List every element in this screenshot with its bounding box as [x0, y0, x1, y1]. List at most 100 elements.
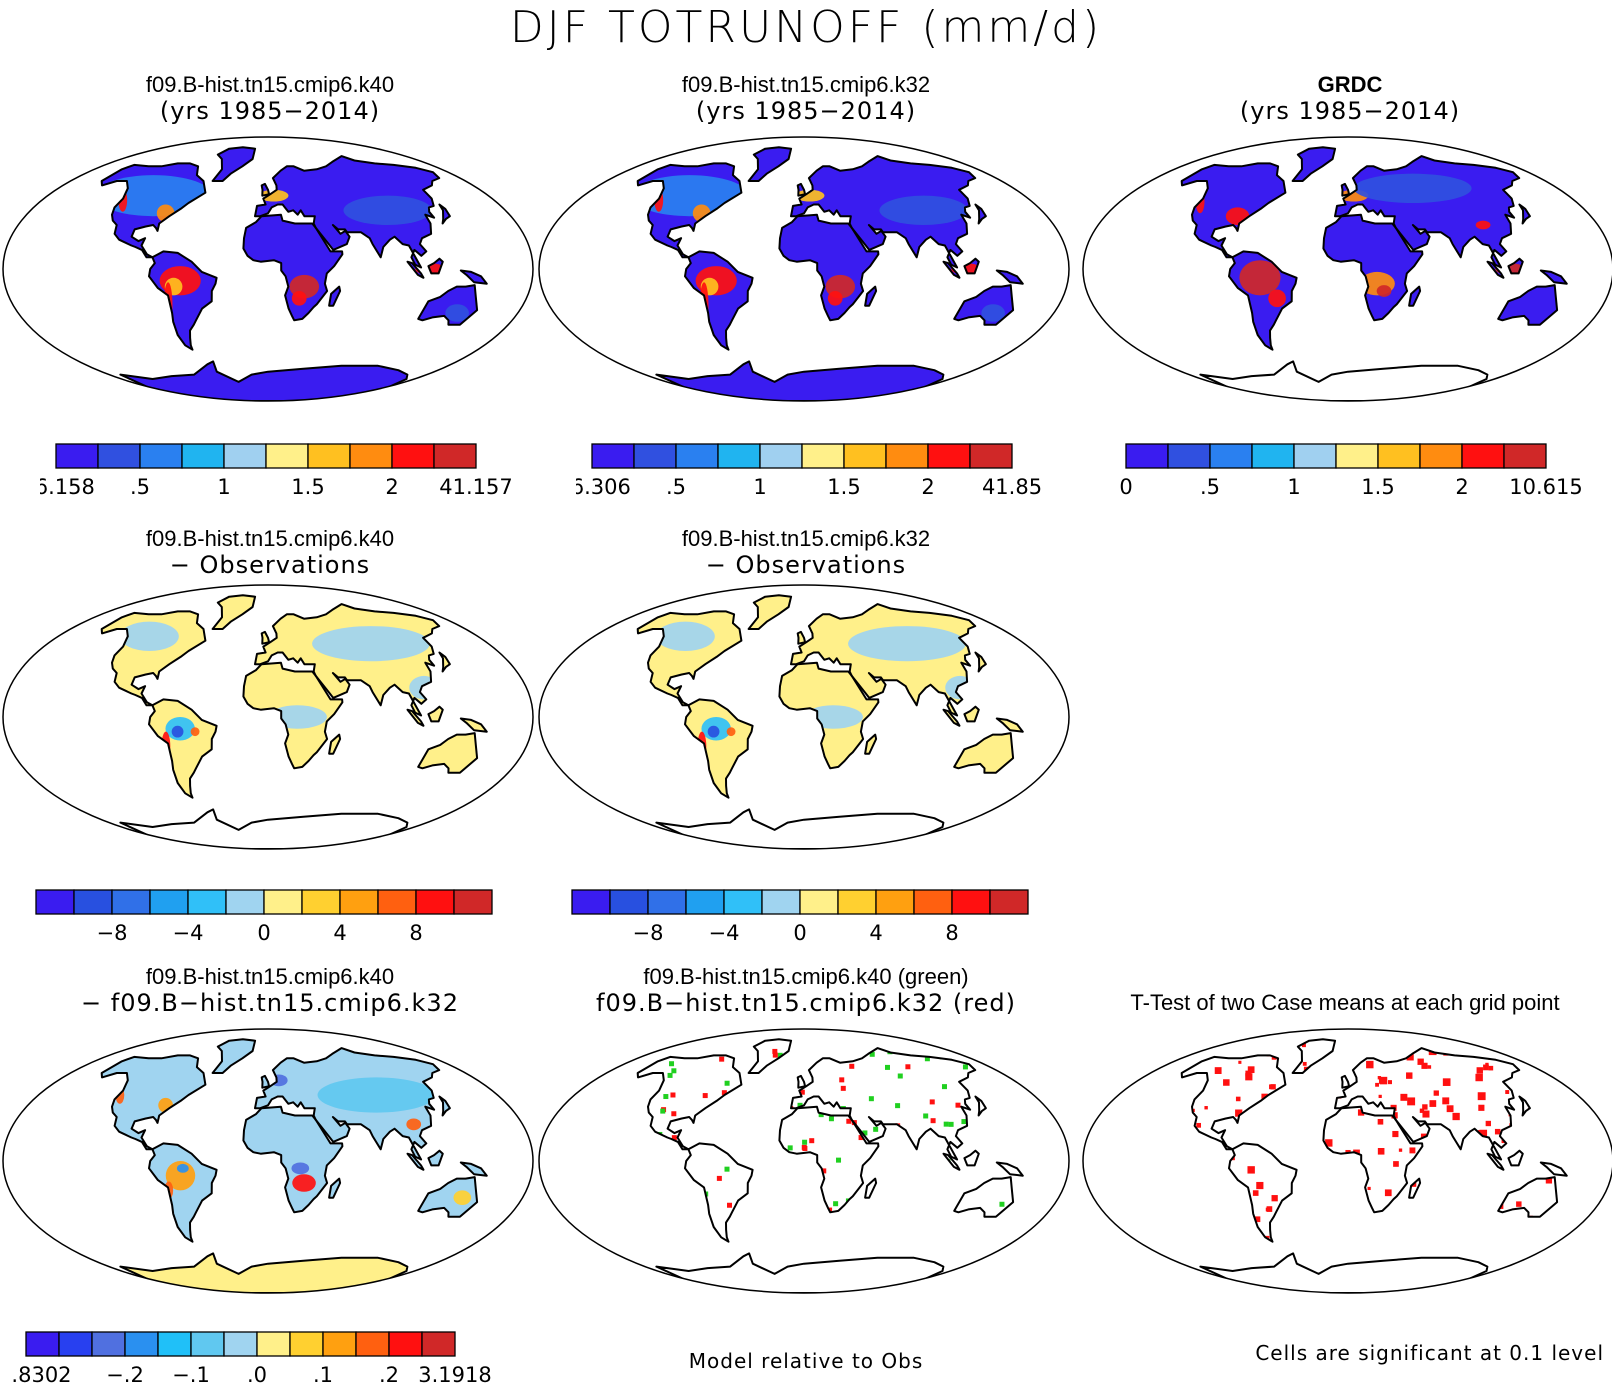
land-madagascar — [329, 286, 341, 306]
significant-cell — [1167, 1197, 1173, 1203]
colorbar-tick-label: .0 — [247, 1363, 267, 1387]
significant-cell — [1292, 1246, 1297, 1251]
colorbar-box — [149, 889, 189, 915]
land-japan — [1519, 1096, 1530, 1116]
significant-cell — [1502, 1279, 1506, 1283]
colorbar-tick-label: 41.85 — [982, 475, 1042, 499]
coastline-africa — [1322, 1105, 1424, 1214]
coastline-africa — [242, 1105, 344, 1214]
colorbar-box — [591, 443, 635, 469]
significant-cell — [1321, 1080, 1327, 1087]
significant-cell — [1158, 1039, 1161, 1042]
significant-cell — [891, 1214, 897, 1220]
significant-cell — [1243, 1236, 1251, 1242]
significant-cell — [1141, 1261, 1148, 1268]
significant-cell — [1245, 1073, 1253, 1081]
significant-cell — [1331, 1197, 1338, 1203]
land-uk — [261, 1075, 270, 1088]
significant-cell — [1205, 1239, 1210, 1242]
coastline-uk — [260, 182, 271, 197]
significant-cell — [889, 1158, 895, 1164]
land-japan — [439, 204, 450, 224]
significant-cell — [858, 1135, 864, 1141]
significant-cell — [1560, 1283, 1566, 1289]
colorbar-box — [58, 1331, 93, 1357]
significant-cell — [777, 1052, 783, 1058]
significant-cell — [671, 1135, 677, 1141]
significant-cell — [1438, 1290, 1445, 1296]
land-greenland — [212, 595, 256, 629]
significant-cell — [1136, 1053, 1144, 1061]
coastline-greenland — [211, 1038, 257, 1074]
land-japan — [439, 652, 450, 672]
significant-cell — [1452, 1112, 1460, 1121]
significant-cell — [1040, 1241, 1045, 1246]
significant-cell — [583, 1047, 588, 1052]
significant-cell — [1024, 1060, 1029, 1065]
field-patch — [445, 304, 469, 322]
significant-cell — [1516, 1201, 1522, 1207]
map-border — [1082, 1028, 1612, 1294]
coastline-uk — [1340, 1074, 1351, 1089]
significant-cell — [1594, 1155, 1600, 1161]
significant-cell — [611, 1072, 616, 1077]
colorbar-box — [571, 889, 611, 915]
significant-cell — [1608, 1228, 1612, 1233]
significant-cell — [1475, 1073, 1483, 1082]
colorbar-box — [55, 443, 99, 469]
panel-2-subtitle: (yrs 1985−2014) — [695, 97, 917, 125]
significant-cell — [543, 1229, 548, 1234]
significant-cell — [1247, 1129, 1255, 1137]
significant-cell — [597, 1155, 602, 1160]
coastline-japan — [438, 203, 451, 225]
colorbar-box — [969, 443, 1013, 469]
coastline-greenland — [211, 146, 257, 182]
colorbar-box — [307, 443, 351, 469]
significant-cell — [896, 1044, 902, 1050]
coastline-japan — [974, 651, 987, 673]
significant-cell — [1556, 1214, 1560, 1218]
coastline-madagascar — [328, 285, 342, 307]
land-samerica — [149, 251, 217, 350]
coastline-antarctica — [1199, 360, 1489, 401]
significant-cell — [1223, 1079, 1230, 1086]
significant-cell — [772, 1052, 778, 1058]
colorbar-box — [801, 443, 845, 469]
significant-cell — [899, 1219, 905, 1225]
significant-cell — [1325, 1139, 1333, 1147]
significant-cell — [1387, 1080, 1392, 1085]
colorbar-box — [97, 443, 141, 469]
significant-cell — [721, 1090, 727, 1096]
significant-cell — [1205, 1290, 1211, 1296]
field-patch — [317, 1077, 436, 1113]
colorbar-box — [1377, 443, 1421, 469]
colorbar-tick-label: 3.1918 — [418, 1363, 491, 1387]
colorbar-tick-label: .5 — [666, 475, 686, 499]
map-border — [538, 584, 1070, 850]
colorbar-box — [875, 889, 915, 915]
colorbar-tick-label: 41.157 — [439, 475, 512, 499]
significant-cell — [1502, 1039, 1509, 1043]
panel-7-subtitle: − f09.B−hist.tn15.cmip6.k32 — [81, 989, 459, 1017]
significant-cell — [1467, 1229, 1476, 1237]
significant-cell — [593, 1260, 598, 1265]
significant-cell — [541, 1083, 546, 1088]
significant-cell — [1146, 1187, 1154, 1195]
field-patch — [707, 725, 720, 738]
significant-cell — [1481, 1167, 1489, 1175]
coastline-samerica — [684, 1142, 754, 1243]
significant-cell — [800, 1042, 806, 1048]
field-patch — [827, 291, 843, 306]
land-eurasia — [791, 1048, 976, 1160]
coastline-australia — [953, 284, 1015, 326]
significant-cell — [1480, 1142, 1486, 1149]
significant-cell — [1261, 1102, 1267, 1108]
field-patch — [103, 1080, 192, 1110]
model-relative-note: Model relative to Obs — [688, 1349, 924, 1373]
land-australia — [954, 1177, 1014, 1217]
significant-cell — [1045, 1115, 1050, 1120]
significant-cell — [839, 1077, 845, 1083]
significant-cell — [1336, 1192, 1345, 1200]
coastline-australia — [417, 1176, 479, 1218]
significant-cell — [1164, 1100, 1171, 1107]
